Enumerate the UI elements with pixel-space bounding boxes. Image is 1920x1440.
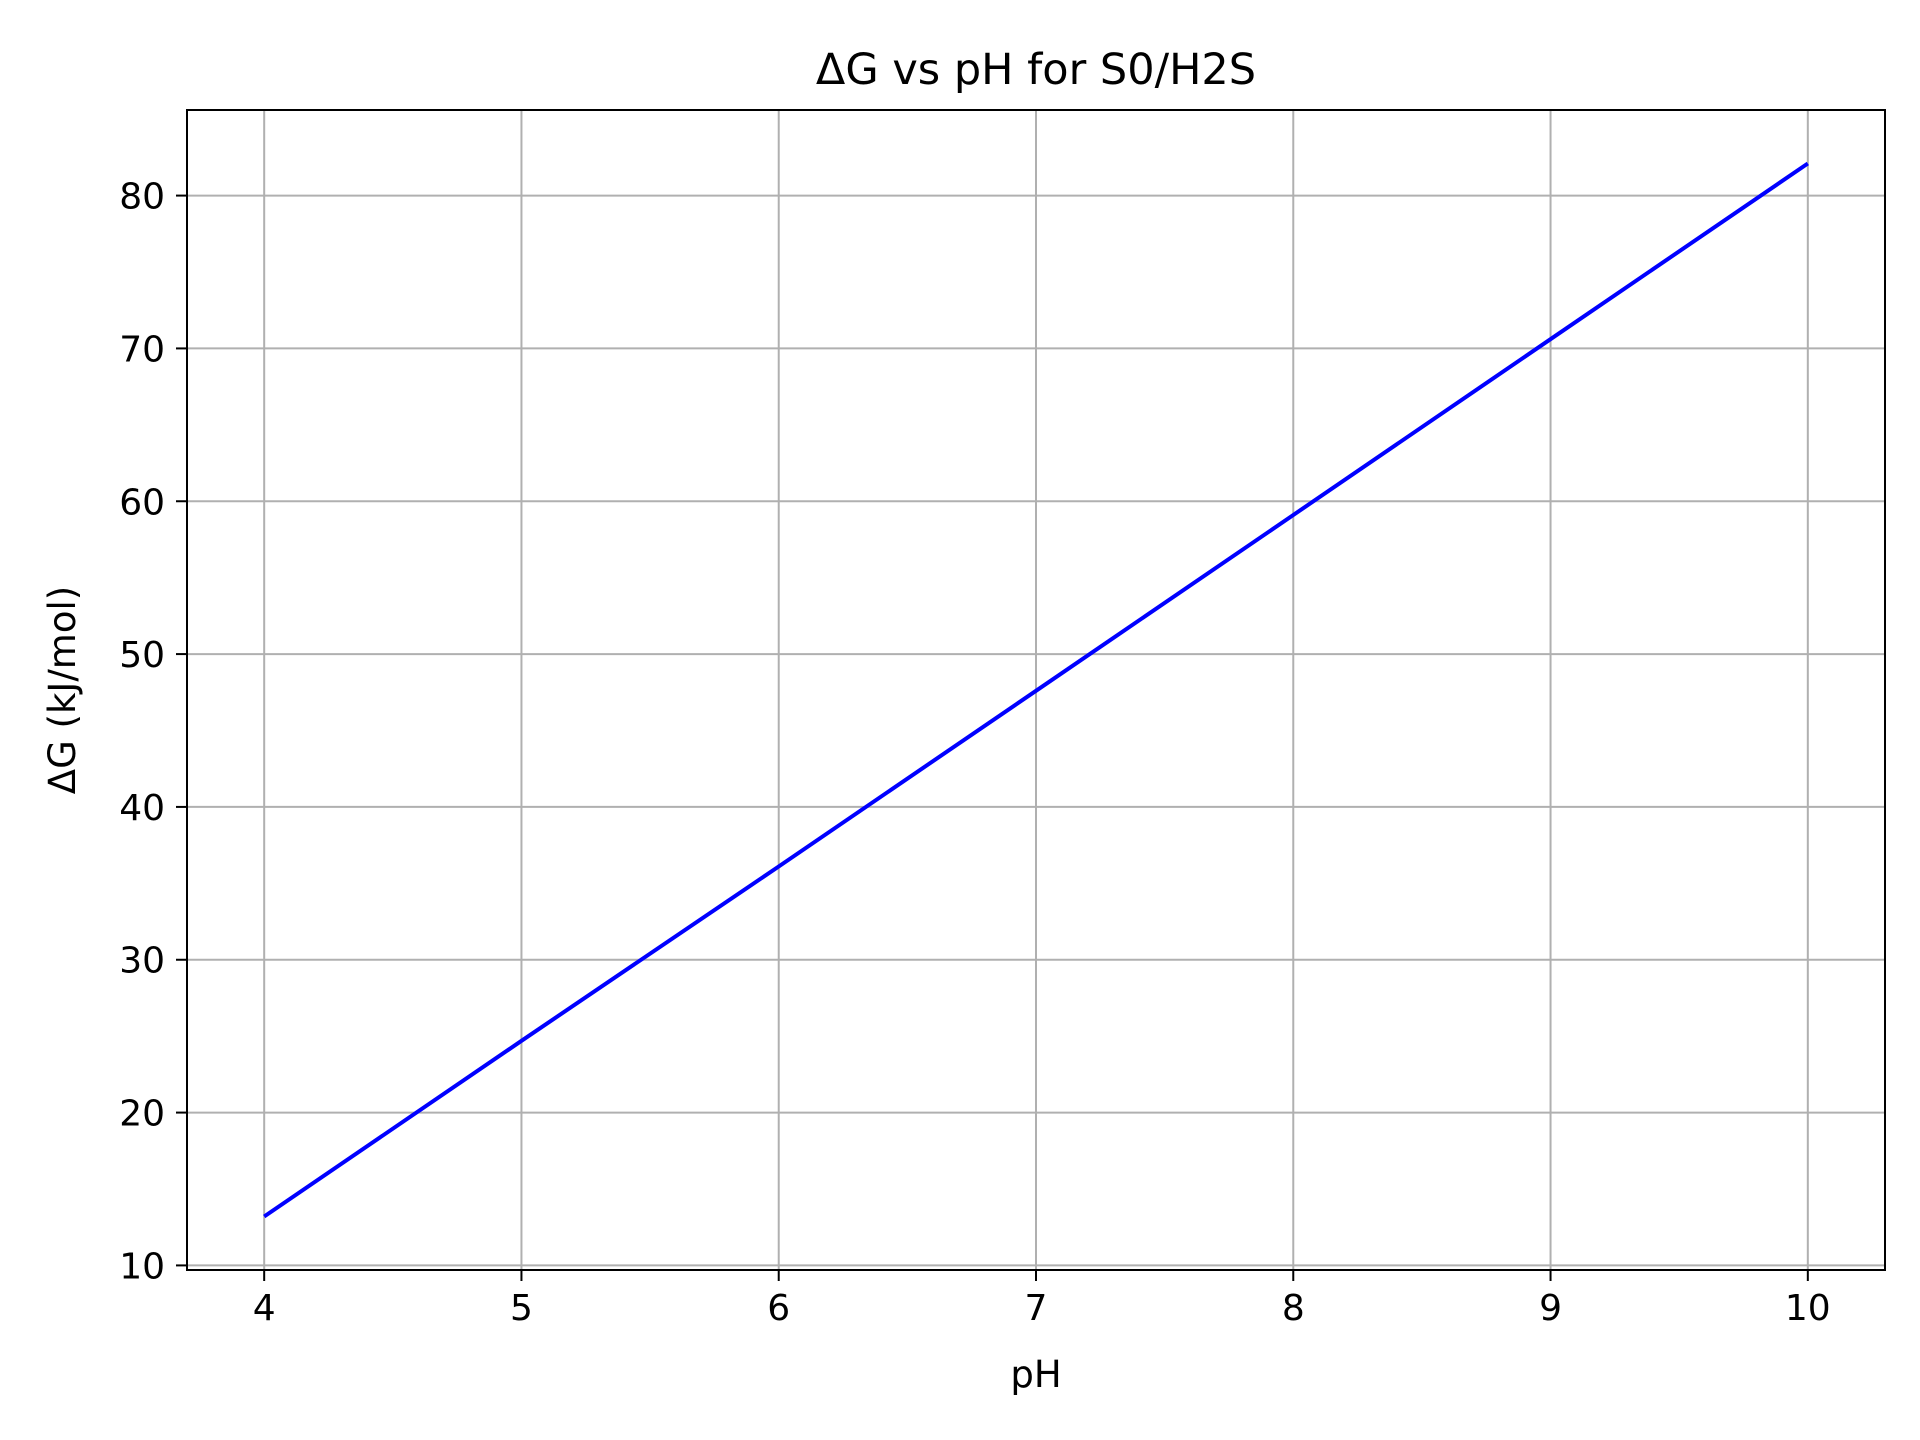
y-tick-label: 60 bbox=[119, 482, 165, 523]
chart-title: ΔG vs pH for S0/H2S bbox=[816, 45, 1256, 95]
x-tick-label: 8 bbox=[1282, 1288, 1305, 1329]
y-axis-label: ΔG (kJ/mol) bbox=[41, 586, 84, 794]
series-layer bbox=[263, 161, 1809, 1219]
y-tick-label: 30 bbox=[119, 941, 165, 982]
x-tick-label: 7 bbox=[1025, 1288, 1048, 1329]
y-tick-label: 40 bbox=[119, 788, 165, 829]
series-line bbox=[263, 161, 1809, 1219]
ticks: 4 5 6 7 8 9 10 10 20 30 40 50 60 70 80 bbox=[119, 177, 1831, 1329]
x-tick-label: 5 bbox=[510, 1288, 533, 1329]
x-tick-label: 10 bbox=[1785, 1288, 1831, 1329]
grid bbox=[187, 110, 1885, 1270]
y-tick-label: 70 bbox=[119, 329, 165, 370]
x-tick-label: 4 bbox=[253, 1288, 276, 1329]
x-tick-label: 6 bbox=[767, 1288, 790, 1329]
y-tick-label: 50 bbox=[119, 635, 165, 676]
y-tick-label: 80 bbox=[119, 177, 165, 218]
y-tick-label: 10 bbox=[119, 1246, 165, 1287]
x-tick-label: 9 bbox=[1539, 1288, 1562, 1329]
x-axis-label: pH bbox=[1010, 1353, 1061, 1396]
y-tick-label: 20 bbox=[119, 1094, 165, 1135]
